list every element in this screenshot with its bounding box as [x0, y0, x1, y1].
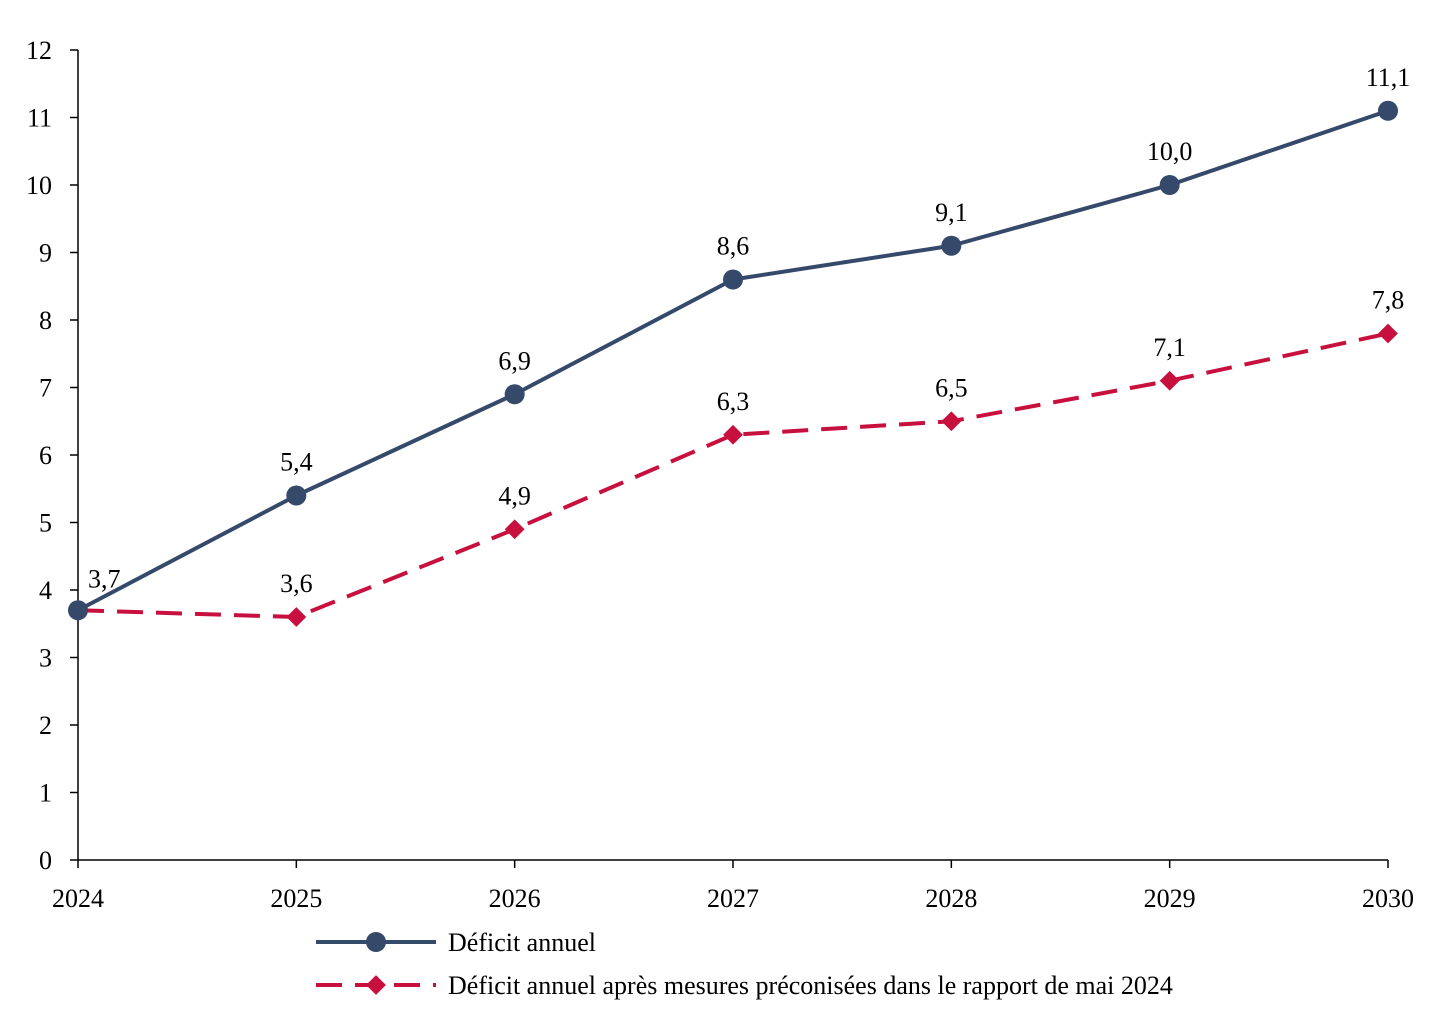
legend-label-deficit-annuel: Déficit annuel: [448, 928, 596, 957]
data-point-diamond: [286, 607, 307, 627]
series-line-deficit-apres-mesures: [77, 331, 1389, 619]
y-tick-label: 4: [39, 576, 52, 605]
series-line-deficit-annuel: [77, 108, 1389, 613]
x-tick-label: 2025: [270, 884, 322, 913]
y-tick-label: 11: [27, 104, 52, 133]
data-point-diamond: [504, 519, 525, 540]
data-label-deficit-annuel: 8,6: [717, 232, 750, 261]
data-label-deficit-apres-mesures: 4,9: [498, 481, 531, 510]
data-labels: 3,7 5,4 6,9 8,6 9,1 10,0 11,1 3,6 4,9 6,3 6,5 7,1 7,…: [88, 63, 1410, 598]
data-point-circle: [1159, 175, 1180, 195]
y-tick-label: 3: [39, 644, 52, 673]
data-label-deficit-annuel: 5,4: [280, 448, 313, 477]
data-point-diamond: [1159, 370, 1180, 391]
x-tick-label: 2028: [925, 884, 977, 913]
data-label-deficit-annuel: 11,1: [1366, 63, 1411, 92]
data-label-deficit-annuel: 10,0: [1147, 137, 1193, 166]
y-tick-label: 9: [39, 239, 52, 268]
legend-item-deficit-annuel: Déficit annuel: [316, 928, 596, 957]
chart-series: [68, 100, 1398, 627]
data-point-circle: [1378, 100, 1398, 121]
data-point-circle: [723, 269, 743, 290]
data-point-diamond: [723, 424, 743, 445]
data-label-deficit-annuel: 9,1: [935, 198, 968, 227]
data-label-deficit-apres-mesures: 3,6: [280, 569, 313, 598]
legend-marker-diamond-icon: [366, 975, 386, 995]
data-point-circle: [286, 485, 307, 506]
y-tick-label: 7: [39, 374, 52, 403]
x-tick-label: 2027: [707, 884, 759, 913]
y-tick-label: 12: [26, 36, 52, 65]
y-tick-label: 1: [39, 779, 52, 808]
data-label-deficit-annuel: 6,9: [498, 346, 531, 375]
data-point-circle: [68, 600, 88, 621]
data-point-circle: [941, 235, 962, 256]
x-tick-label: 2030: [1362, 884, 1414, 913]
y-tick-label: 8: [39, 306, 52, 335]
y-tick-label: 0: [39, 846, 52, 875]
y-tick-label: 2: [39, 711, 52, 740]
x-tick-label: 2024: [52, 884, 104, 913]
data-label-deficit-apres-mesures: 6,5: [935, 373, 968, 402]
data-label-deficit-apres-mesures: 6,3: [717, 387, 750, 416]
data-point-circle: [504, 384, 525, 405]
data-label-deficit-apres-mesures: 7,8: [1372, 286, 1405, 315]
y-tick-label: 10: [26, 171, 52, 200]
data-label-deficit-annuel: 3,7: [88, 564, 121, 593]
y-tick-label: 5: [39, 509, 52, 538]
legend-label-deficit-apres-mesures: Déficit annuel après mesures préconisées…: [448, 971, 1173, 1000]
legend-item-deficit-apres-mesures: Déficit annuel après mesures préconisées…: [316, 971, 1173, 1000]
x-tick-label: 2029: [1144, 884, 1196, 913]
y-tick-label: 6: [39, 441, 52, 470]
chart-legend: Déficit annuel Déficit annuel après mesu…: [316, 928, 1173, 1000]
x-tick-label: 2026: [489, 884, 541, 913]
data-point-diamond: [941, 411, 962, 432]
data-point-diamond: [1378, 323, 1398, 344]
data-label-deficit-apres-mesures: 7,1: [1153, 333, 1186, 362]
legend-marker-circle-icon: [366, 932, 386, 952]
